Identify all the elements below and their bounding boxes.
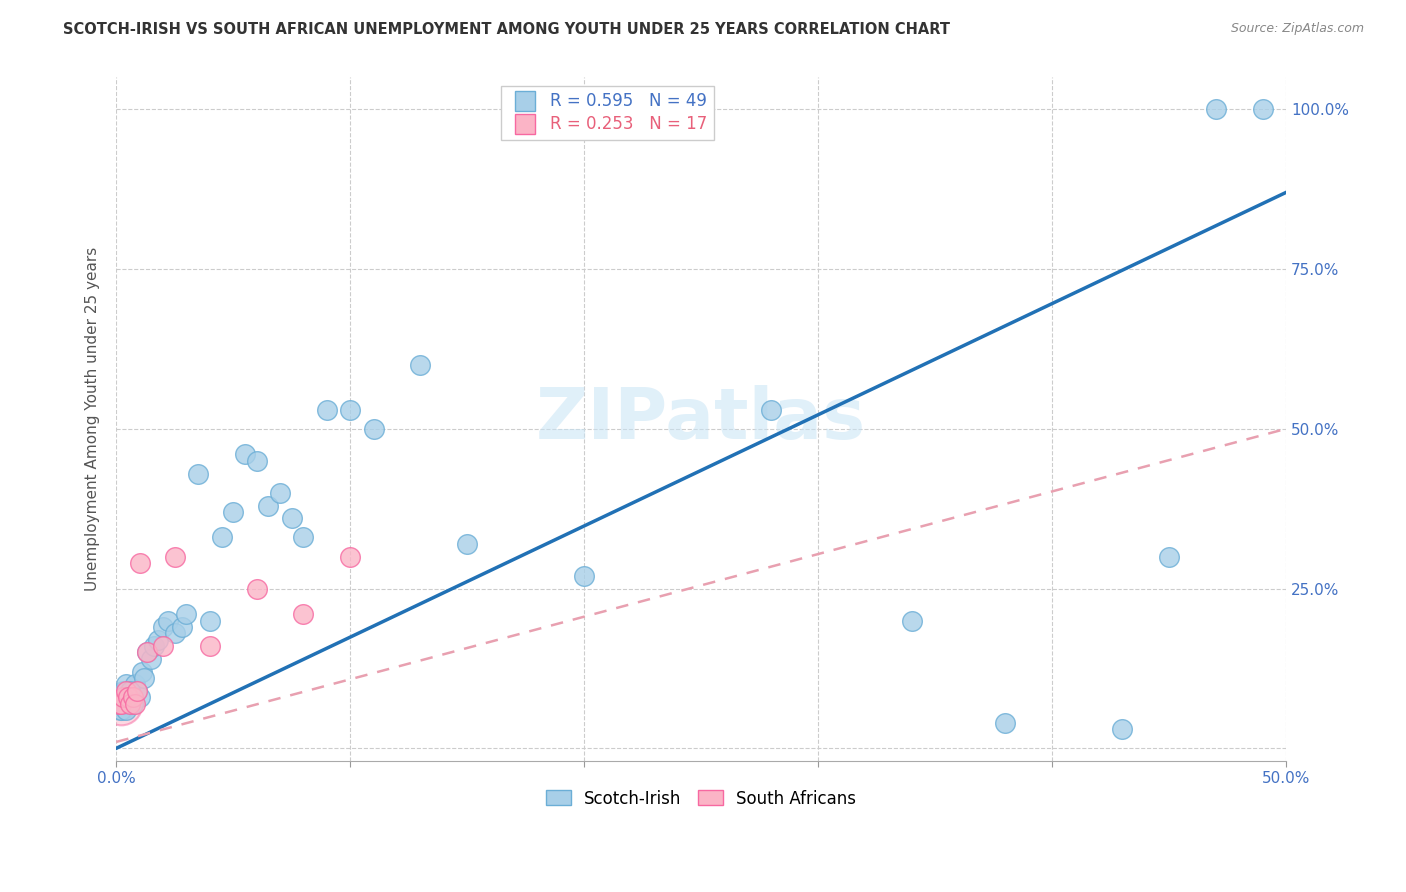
Point bbox=[110, 697, 132, 711]
Point bbox=[994, 715, 1017, 730]
Point bbox=[120, 697, 142, 711]
Point bbox=[117, 697, 139, 711]
Point bbox=[114, 703, 136, 717]
Point bbox=[120, 690, 142, 705]
Y-axis label: Unemployment Among Youth under 25 years: Unemployment Among Youth under 25 years bbox=[86, 247, 100, 591]
Point bbox=[222, 505, 245, 519]
Point bbox=[900, 614, 922, 628]
Point bbox=[152, 639, 174, 653]
Text: SCOTCH-IRISH VS SOUTH AFRICAN UNEMPLOYMENT AMONG YOUTH UNDER 25 YEARS CORRELATIO: SCOTCH-IRISH VS SOUTH AFRICAN UNEMPLOYME… bbox=[63, 22, 950, 37]
Point bbox=[128, 556, 150, 570]
Point bbox=[110, 703, 132, 717]
Point bbox=[120, 683, 142, 698]
Text: ZIPatlas: ZIPatlas bbox=[536, 384, 866, 454]
Point bbox=[233, 447, 256, 461]
Point bbox=[1111, 722, 1133, 736]
Point bbox=[107, 697, 129, 711]
Point bbox=[127, 683, 149, 698]
Point bbox=[124, 677, 146, 691]
Point bbox=[761, 402, 783, 417]
Point bbox=[156, 614, 179, 628]
Point bbox=[1157, 549, 1180, 564]
Point bbox=[135, 645, 157, 659]
Point bbox=[198, 639, 221, 653]
Point bbox=[456, 537, 478, 551]
Point bbox=[121, 697, 143, 711]
Point bbox=[257, 499, 280, 513]
Point bbox=[315, 402, 337, 417]
Point bbox=[117, 690, 139, 705]
Point bbox=[292, 607, 315, 621]
Point bbox=[124, 697, 146, 711]
Point bbox=[187, 467, 209, 481]
Point bbox=[211, 531, 233, 545]
Point bbox=[170, 620, 193, 634]
Point bbox=[246, 454, 269, 468]
Point bbox=[269, 485, 291, 500]
Point bbox=[1205, 103, 1227, 117]
Point bbox=[409, 358, 432, 372]
Point bbox=[112, 697, 135, 711]
Point bbox=[110, 697, 132, 711]
Point bbox=[363, 422, 385, 436]
Point bbox=[572, 569, 595, 583]
Point bbox=[134, 671, 156, 685]
Point bbox=[112, 690, 135, 705]
Point bbox=[1251, 103, 1274, 117]
Legend: Scotch-Irish, South Africans: Scotch-Irish, South Africans bbox=[538, 783, 863, 814]
Point bbox=[246, 582, 269, 596]
Point bbox=[117, 690, 139, 705]
Point bbox=[121, 690, 143, 705]
Point bbox=[292, 531, 315, 545]
Point bbox=[114, 677, 136, 691]
Point bbox=[131, 665, 153, 679]
Point bbox=[339, 402, 361, 417]
Point bbox=[112, 683, 135, 698]
Point bbox=[135, 645, 157, 659]
Text: Source: ZipAtlas.com: Source: ZipAtlas.com bbox=[1230, 22, 1364, 36]
Point bbox=[142, 639, 165, 653]
Point bbox=[339, 549, 361, 564]
Point bbox=[152, 620, 174, 634]
Point bbox=[163, 549, 186, 564]
Point bbox=[198, 614, 221, 628]
Point bbox=[148, 632, 170, 647]
Point bbox=[114, 683, 136, 698]
Point bbox=[176, 607, 198, 621]
Point bbox=[280, 511, 302, 525]
Point bbox=[128, 690, 150, 705]
Point bbox=[110, 697, 132, 711]
Point bbox=[141, 652, 163, 666]
Point bbox=[107, 697, 129, 711]
Point bbox=[127, 683, 149, 698]
Point bbox=[121, 690, 143, 705]
Point bbox=[163, 626, 186, 640]
